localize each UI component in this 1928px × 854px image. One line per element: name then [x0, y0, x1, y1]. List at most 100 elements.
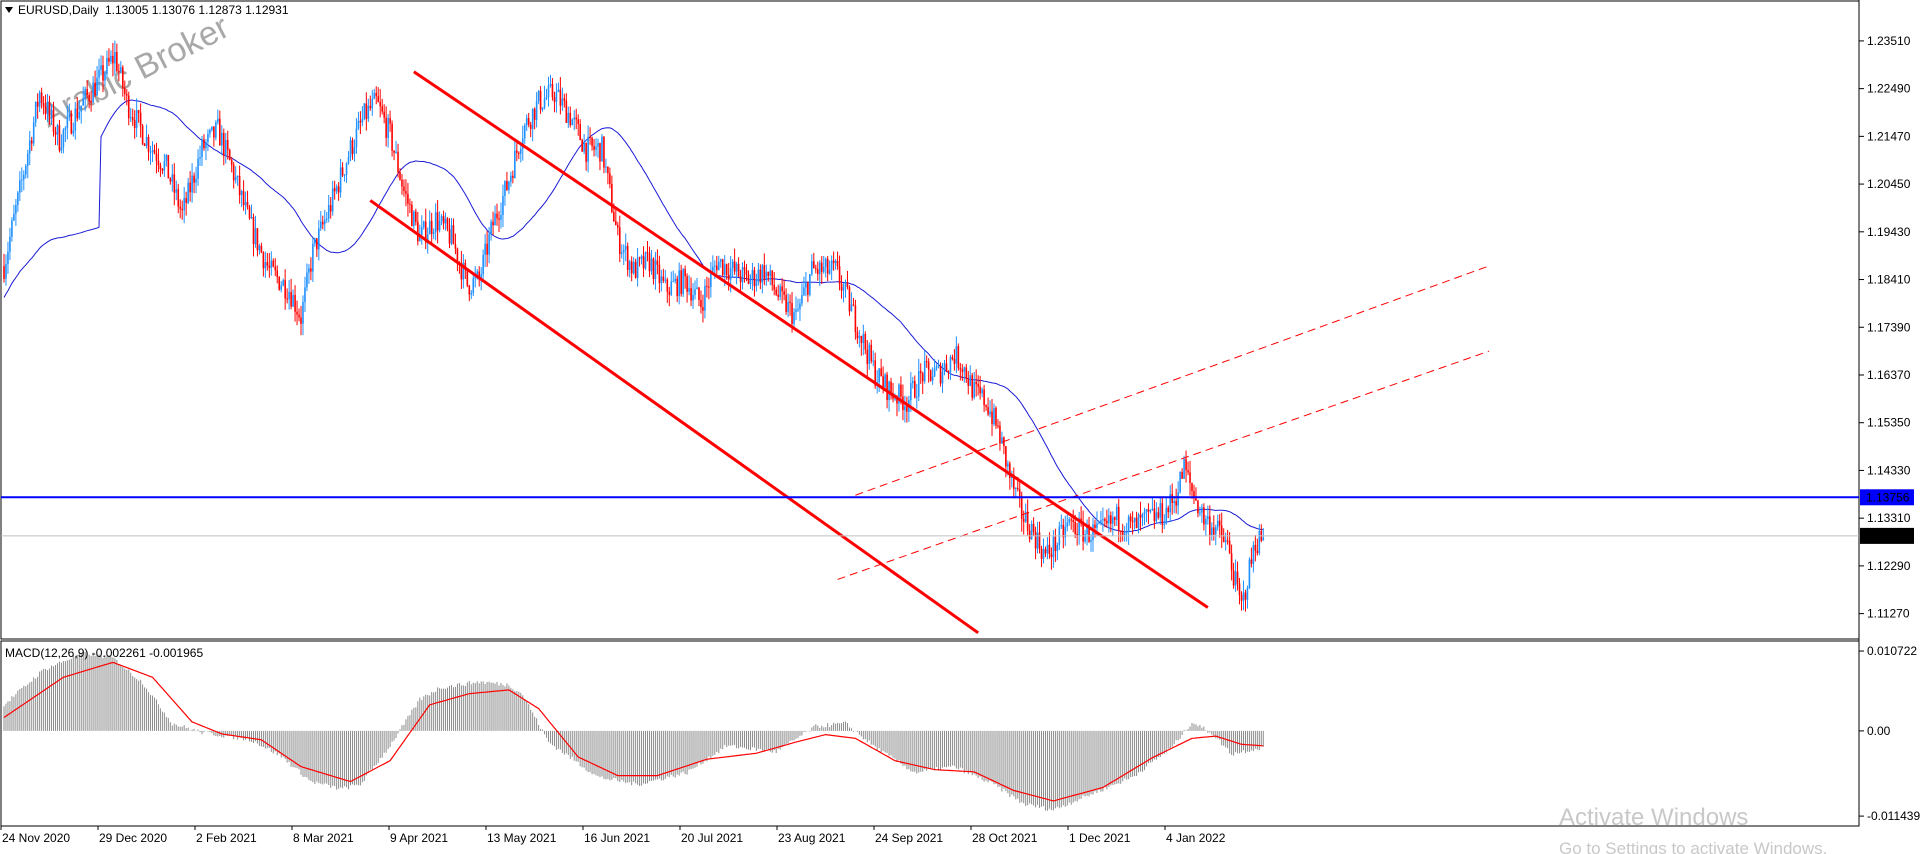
- bear-candle: [329, 205, 332, 212]
- bull-candle: [74, 108, 77, 131]
- bull-candle: [549, 83, 552, 86]
- bear-candle: [222, 132, 225, 156]
- bear-candle: [379, 101, 381, 107]
- hline-price-tag: [1860, 489, 1914, 506]
- bull-candle: [367, 105, 370, 119]
- bear-candle: [860, 335, 863, 344]
- bull-candle: [502, 195, 504, 216]
- bear-candle: [763, 265, 766, 280]
- bear-candle: [1185, 458, 1187, 471]
- bull-candle: [24, 165, 27, 175]
- bear-candle: [658, 264, 661, 284]
- bear-candle: [702, 307, 704, 311]
- bear-candle: [189, 182, 191, 193]
- bull-candle: [1112, 517, 1114, 524]
- bear-candle: [603, 136, 605, 168]
- bear-candle: [1074, 522, 1076, 534]
- bear-candle: [551, 83, 554, 97]
- bull-candle: [450, 225, 453, 244]
- bull-candle: [937, 365, 940, 367]
- bull-candle: [583, 142, 585, 152]
- bear-candle: [351, 140, 354, 155]
- bear-candle: [1240, 595, 1243, 601]
- bull-candle: [432, 232, 435, 234]
- bull-candle: [894, 398, 896, 400]
- bull-candle: [692, 294, 694, 301]
- bull-candle: [1155, 512, 1158, 522]
- bear-candle: [999, 425, 1001, 444]
- bull-candle: [729, 268, 732, 280]
- bear-candle: [747, 274, 750, 284]
- bull-candle: [1102, 519, 1104, 521]
- bull-candle: [1163, 523, 1166, 525]
- bull-candle: [731, 261, 734, 269]
- bull-candle: [1169, 494, 1172, 513]
- bear-candle: [1117, 506, 1120, 531]
- bear-candle: [1020, 495, 1023, 519]
- bear-candle: [745, 269, 748, 275]
- bear-candle: [646, 252, 649, 254]
- bear-candle: [167, 154, 170, 179]
- bear-candle: [1197, 500, 1199, 514]
- bull-candle: [605, 166, 607, 168]
- bear-candle: [173, 174, 176, 193]
- bear-candle: [1005, 446, 1007, 467]
- date-tick-label: 13 May 2021: [487, 831, 557, 845]
- bull-candle: [557, 89, 560, 93]
- bear-candle: [680, 270, 682, 294]
- bull-candle: [339, 167, 342, 193]
- bull-candle: [624, 246, 627, 250]
- bear-candle: [70, 113, 73, 134]
- bull-candle: [66, 117, 69, 128]
- bull-candle: [1046, 544, 1049, 554]
- bear-candle: [1189, 472, 1191, 483]
- bull-candle: [824, 258, 827, 268]
- bear-candle: [676, 278, 678, 297]
- bull-candle: [741, 267, 744, 283]
- bear-candle: [791, 303, 793, 324]
- bear-candle: [959, 368, 962, 370]
- bear-candle: [775, 289, 777, 295]
- bull-candle: [587, 136, 589, 162]
- bull-candle: [660, 276, 663, 284]
- bull-candle: [1036, 532, 1039, 549]
- bear-candle: [454, 244, 457, 249]
- bull-candle: [314, 238, 316, 244]
- bull-candle: [472, 278, 475, 293]
- macd-tick-label: 0.00: [1867, 724, 1891, 738]
- bear-candle: [690, 288, 692, 301]
- bear-candle: [1228, 540, 1231, 554]
- bull-candle: [1066, 522, 1069, 527]
- bull-candle: [872, 360, 875, 362]
- bear-candle: [947, 370, 950, 372]
- bull-candle: [1211, 527, 1213, 536]
- bear-candle: [238, 175, 241, 196]
- bull-candle: [171, 174, 174, 182]
- bull-candle: [622, 249, 625, 253]
- bull-candle: [195, 178, 197, 183]
- bear-candle: [957, 346, 960, 369]
- bull-candle: [628, 261, 631, 270]
- bear-candle: [407, 193, 409, 204]
- bear-candle: [945, 363, 948, 371]
- bear-candle: [611, 183, 613, 213]
- date-tick-label: 23 Aug 2021: [778, 831, 846, 845]
- bull-candle: [482, 254, 484, 275]
- bear-candle: [42, 103, 45, 107]
- triangle-down-icon[interactable]: [5, 7, 13, 13]
- bull-candle: [17, 192, 19, 206]
- bull-candle: [327, 205, 330, 219]
- bear-candle: [36, 101, 39, 107]
- bear-candle: [94, 82, 96, 96]
- bear-candle: [991, 411, 993, 425]
- bear-candle: [852, 304, 855, 306]
- bear-candle: [498, 218, 500, 220]
- bull-candle: [1201, 507, 1203, 513]
- bull-candle: [779, 286, 781, 297]
- bear-candle: [1054, 536, 1057, 552]
- bear-candle: [686, 276, 688, 292]
- bull-candle: [395, 151, 397, 153]
- bear-candle: [642, 256, 645, 269]
- bear-candle: [260, 245, 263, 253]
